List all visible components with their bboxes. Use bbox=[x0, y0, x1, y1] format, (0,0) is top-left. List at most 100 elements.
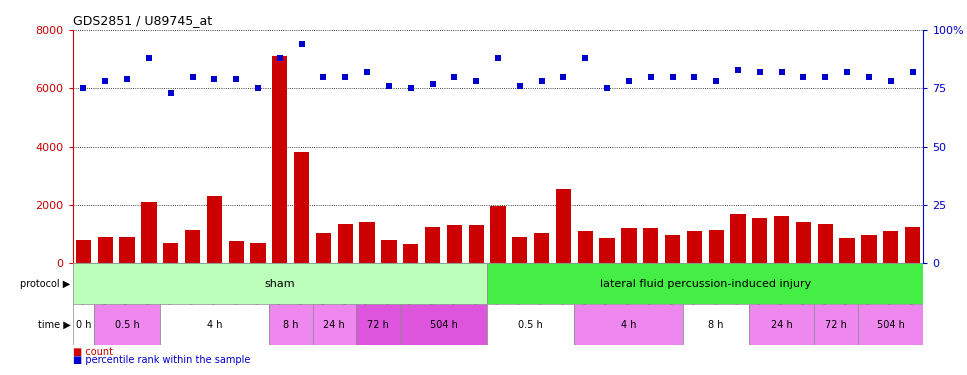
Point bbox=[425, 81, 440, 87]
Text: 504 h: 504 h bbox=[877, 320, 905, 330]
Text: 24 h: 24 h bbox=[324, 320, 345, 330]
Text: 0.5 h: 0.5 h bbox=[115, 320, 139, 330]
Bar bbox=[381, 240, 396, 263]
Bar bbox=[774, 216, 789, 263]
Bar bbox=[534, 232, 549, 263]
Text: 24 h: 24 h bbox=[771, 320, 793, 330]
Bar bbox=[752, 218, 768, 263]
Text: ■ percentile rank within the sample: ■ percentile rank within the sample bbox=[73, 355, 249, 365]
Bar bbox=[316, 232, 331, 263]
Bar bbox=[399, 304, 487, 345]
Bar bbox=[120, 237, 134, 263]
Bar bbox=[665, 236, 680, 263]
Point bbox=[621, 78, 636, 84]
Point bbox=[817, 74, 833, 80]
Point bbox=[403, 85, 419, 91]
Point bbox=[839, 69, 855, 75]
Bar bbox=[403, 244, 419, 263]
Bar bbox=[905, 226, 921, 263]
Point bbox=[534, 78, 549, 84]
Point bbox=[141, 55, 157, 61]
Bar bbox=[160, 304, 269, 345]
Point bbox=[883, 78, 898, 84]
Point bbox=[752, 69, 768, 75]
Text: 504 h: 504 h bbox=[429, 320, 457, 330]
Bar bbox=[250, 243, 266, 263]
Point bbox=[905, 69, 921, 75]
Text: 4 h: 4 h bbox=[621, 320, 636, 330]
Text: 72 h: 72 h bbox=[367, 320, 389, 330]
Bar bbox=[574, 304, 684, 345]
Point bbox=[98, 78, 113, 84]
Bar bbox=[818, 224, 833, 263]
Point bbox=[250, 85, 266, 91]
Point bbox=[447, 74, 462, 80]
Bar bbox=[621, 228, 636, 263]
Text: 0 h: 0 h bbox=[75, 320, 91, 330]
Bar bbox=[312, 304, 356, 345]
Point bbox=[730, 67, 746, 73]
Bar bbox=[98, 237, 113, 263]
Text: 72 h: 72 h bbox=[825, 320, 847, 330]
Bar bbox=[141, 202, 157, 263]
Point bbox=[774, 69, 789, 75]
Point bbox=[796, 74, 811, 80]
Point bbox=[294, 41, 309, 47]
Bar bbox=[883, 231, 898, 263]
Point bbox=[862, 74, 877, 80]
Point bbox=[643, 74, 659, 80]
Bar bbox=[185, 230, 200, 263]
Point bbox=[185, 74, 200, 80]
Text: lateral fluid percussion-induced injury: lateral fluid percussion-induced injury bbox=[600, 279, 811, 289]
Bar bbox=[490, 206, 506, 263]
Point bbox=[665, 74, 681, 80]
Point bbox=[468, 78, 484, 84]
Point bbox=[207, 76, 222, 82]
Bar bbox=[207, 196, 222, 263]
Bar bbox=[294, 152, 309, 263]
Bar bbox=[75, 240, 91, 263]
Bar bbox=[600, 238, 615, 263]
Point bbox=[163, 90, 179, 96]
Text: GDS2851 / U89745_at: GDS2851 / U89745_at bbox=[73, 15, 212, 27]
Bar bbox=[487, 304, 574, 345]
Bar bbox=[684, 304, 748, 345]
Bar bbox=[862, 236, 876, 263]
Bar bbox=[272, 56, 287, 263]
Text: 4 h: 4 h bbox=[207, 320, 222, 330]
Bar bbox=[163, 243, 178, 263]
Bar bbox=[360, 222, 375, 263]
Text: 8 h: 8 h bbox=[283, 320, 299, 330]
Bar bbox=[269, 304, 312, 345]
Bar bbox=[556, 189, 571, 263]
Bar bbox=[858, 304, 923, 345]
Bar bbox=[356, 304, 399, 345]
Bar bbox=[447, 225, 462, 263]
Text: protocol ▶: protocol ▶ bbox=[20, 279, 71, 289]
Point bbox=[490, 55, 506, 61]
Bar bbox=[748, 304, 814, 345]
Bar bbox=[73, 263, 487, 304]
Bar bbox=[337, 224, 353, 263]
Text: time ▶: time ▶ bbox=[38, 320, 71, 330]
Point bbox=[687, 74, 702, 80]
Point bbox=[381, 83, 396, 89]
Bar bbox=[73, 304, 95, 345]
Point bbox=[119, 76, 134, 82]
Bar bbox=[513, 237, 527, 263]
Bar bbox=[469, 225, 484, 263]
Point bbox=[709, 78, 724, 84]
Point bbox=[315, 74, 331, 80]
Text: 8 h: 8 h bbox=[709, 320, 724, 330]
Text: sham: sham bbox=[265, 279, 295, 289]
Text: 0.5 h: 0.5 h bbox=[518, 320, 543, 330]
Point bbox=[337, 74, 353, 80]
Point bbox=[272, 55, 287, 61]
Bar bbox=[577, 231, 593, 263]
Point bbox=[577, 55, 593, 61]
Bar bbox=[643, 228, 659, 263]
Bar bbox=[730, 214, 746, 263]
Point bbox=[228, 76, 244, 82]
Bar bbox=[687, 231, 702, 263]
Point bbox=[600, 85, 615, 91]
